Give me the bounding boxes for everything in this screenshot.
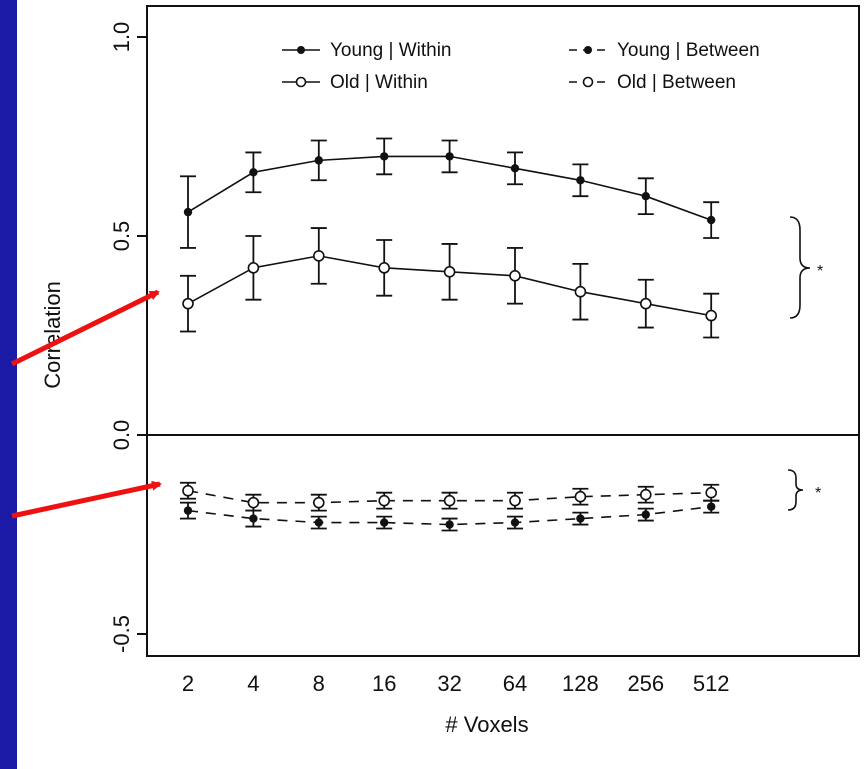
data-point: [576, 514, 585, 523]
data-point: [445, 520, 454, 529]
data-point: [312, 250, 325, 262]
data-point: [707, 502, 716, 511]
plot-frame: [146, 5, 860, 657]
x-tick-label: 64: [503, 671, 527, 696]
data-point: [707, 215, 716, 225]
legend-label: Old | Within: [330, 72, 428, 93]
data-point: [510, 164, 520, 173]
series-old-within: [180, 227, 720, 339]
data-point: [639, 297, 652, 310]
legend-label: Young | Between: [617, 40, 760, 61]
data-point: [314, 156, 323, 165]
data-point: [249, 514, 258, 523]
data-point: [705, 486, 718, 499]
data-point: [510, 518, 520, 527]
figure-panel: [17, 0, 864, 769]
series-line: [187, 489, 712, 504]
data-point: [247, 262, 260, 274]
legend-marker: [295, 76, 307, 88]
y-axis: -0.5 0.0 0.5 1.0: [109, 22, 147, 653]
legend: Young | Within Old | Within Young | Betwee…: [282, 40, 760, 93]
data-point: [182, 297, 194, 310]
x-tick-label: 512: [693, 671, 730, 696]
data-point: [443, 494, 456, 507]
data-point: [183, 207, 193, 217]
x-axis-label: # Voxels: [445, 712, 528, 737]
data-point: [378, 494, 391, 507]
data-point: [443, 266, 456, 278]
series-old-between: [180, 481, 720, 512]
data-point: [445, 152, 454, 161]
data-point: [182, 484, 194, 497]
data-point: [249, 168, 258, 177]
y-tick-label: 1.0: [109, 22, 134, 53]
legend-marker: [582, 76, 594, 88]
y-tick-label: 0.5: [109, 221, 134, 252]
red-arrow-within: [10, 289, 160, 367]
significance-star-between: *: [815, 485, 821, 502]
data-point: [574, 490, 587, 503]
series-line: [187, 505, 712, 526]
data-point: [641, 192, 650, 201]
legend-marker: [297, 46, 305, 54]
data-point: [183, 506, 193, 515]
legend-label: Young | Within: [330, 40, 451, 61]
x-tick-label: 4: [247, 671, 259, 696]
y-axis-label: Correlation: [40, 281, 65, 389]
bracket-between: [787, 469, 804, 511]
data-point: [312, 496, 325, 509]
data-point: [509, 494, 521, 507]
x-tick-label: 2: [182, 671, 194, 696]
series-young-within: [180, 137, 720, 249]
legend-label: Old | Between: [617, 72, 736, 93]
x-tick-label: 256: [627, 671, 664, 696]
legend-marker: [584, 46, 592, 54]
data-point: [380, 152, 389, 161]
x-tick-label: 16: [372, 671, 396, 696]
x-tick-label: 32: [437, 671, 461, 696]
data-point: [509, 269, 521, 282]
significance-star-within: *: [817, 263, 823, 280]
x-axis: 2 4 8 16 32 64 128 256 512: [182, 671, 730, 696]
data-point: [574, 285, 587, 298]
bracket-within: [789, 216, 811, 319]
data-point: [576, 176, 585, 185]
y-tick-label: 0.0: [109, 420, 134, 451]
x-tick-label: 128: [562, 671, 599, 696]
x-tick-label: 8: [313, 671, 325, 696]
data-point: [380, 518, 389, 527]
data-point: [639, 488, 652, 501]
series-layer: [180, 137, 720, 532]
data-point: [247, 496, 260, 509]
data-point: [314, 518, 323, 527]
data-point: [705, 309, 718, 322]
data-point: [378, 262, 391, 274]
data-point: [641, 510, 650, 519]
y-tick-label: -0.5: [109, 615, 134, 653]
red-arrow-between: [11, 480, 162, 519]
